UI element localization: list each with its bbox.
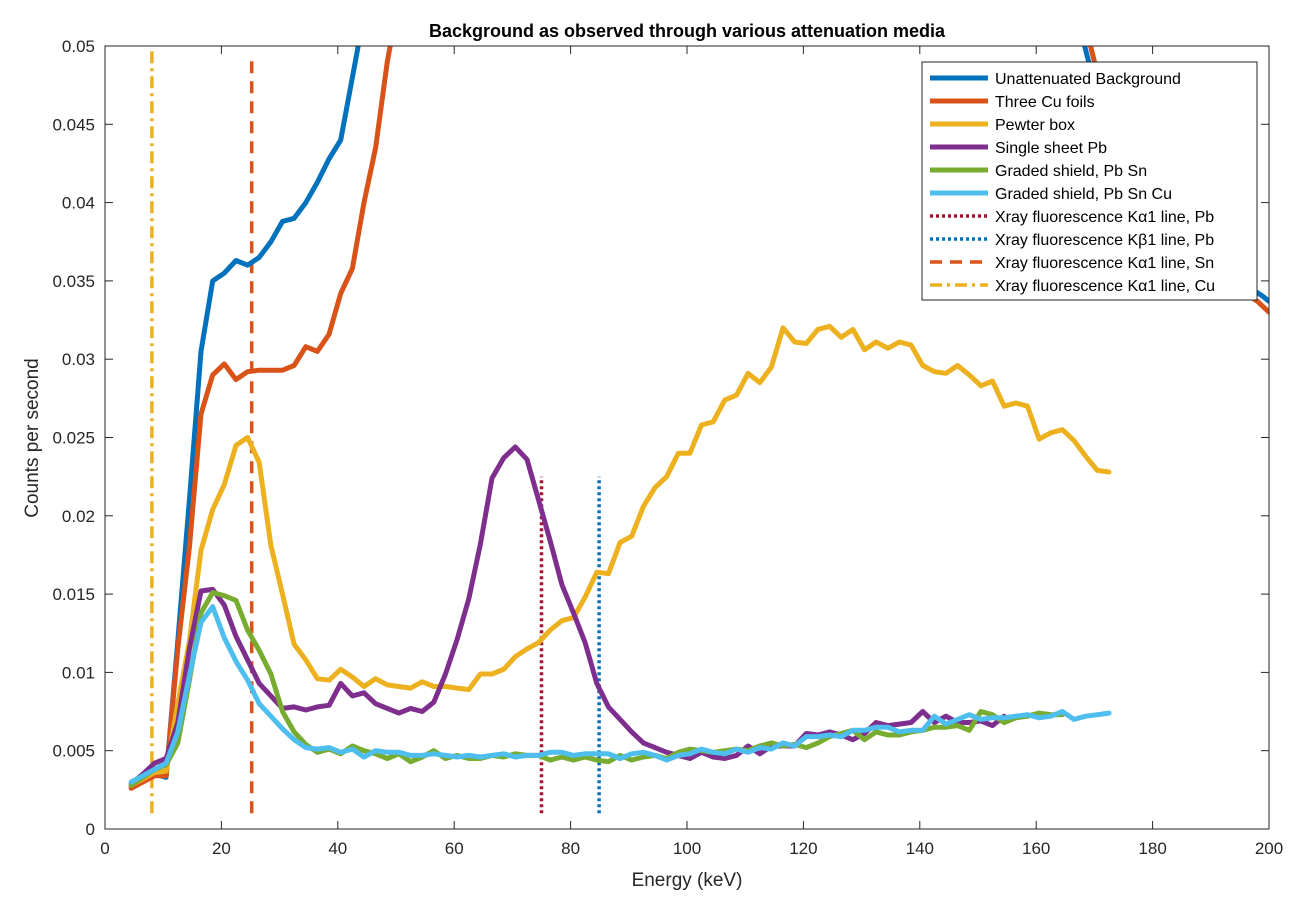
x-tick-label: 60 bbox=[445, 839, 464, 858]
x-tick-label: 80 bbox=[561, 839, 580, 858]
y-tick-label: 0.045 bbox=[52, 115, 95, 134]
y-tick-label: 0.01 bbox=[62, 663, 95, 682]
y-tick-label: 0.05 bbox=[62, 37, 95, 56]
x-tick-label: 180 bbox=[1138, 839, 1166, 858]
x-tick-label: 40 bbox=[328, 839, 347, 858]
legend-label-4: Graded shield, Pb Sn bbox=[995, 163, 1147, 180]
x-tick-label: 140 bbox=[906, 839, 934, 858]
y-tick-label: 0.035 bbox=[52, 272, 95, 291]
x-tick-label: 20 bbox=[212, 839, 231, 858]
legend-label-3: Single sheet Pb bbox=[995, 140, 1107, 157]
legend-label-6: Xray fluorescence Kα1 line, Pb bbox=[995, 209, 1214, 226]
y-tick-label: 0.005 bbox=[52, 742, 95, 761]
tick-layer: 0 20 40 60 80 100 120 140 160 180 200 0 0.005 0.01 0.0… bbox=[52, 37, 1283, 858]
legend-label-1: Three Cu foils bbox=[995, 94, 1095, 111]
legend-label-2: Pewter box bbox=[995, 117, 1075, 134]
legend-label-9: Xray fluorescence Kα1 line, Cu bbox=[995, 278, 1215, 295]
y-tick-label: 0.015 bbox=[52, 585, 95, 604]
legend-label-5: Graded shield, Pb Sn Cu bbox=[995, 186, 1172, 203]
x-tick-label: 100 bbox=[673, 839, 701, 858]
y-tick-label: 0.025 bbox=[52, 429, 95, 448]
y-tick-label: 0.03 bbox=[62, 350, 95, 369]
x-tick-label: 200 bbox=[1255, 839, 1283, 858]
chart-title: Background as observed through various a… bbox=[429, 21, 946, 41]
series-line-2 bbox=[128, 323, 1112, 788]
legend-label-8: Xray fluorescence Kα1 line, Sn bbox=[995, 255, 1214, 272]
legend: Unattenuated Background Three Cu foils Pew… bbox=[921, 61, 1258, 301]
y-tick-label: 0.02 bbox=[62, 507, 95, 526]
x-tick-label: 0 bbox=[100, 839, 109, 858]
x-axis-title: Energy (keV) bbox=[632, 870, 743, 891]
y-tick-label: 0 bbox=[86, 820, 95, 839]
series-line-5 bbox=[128, 604, 1112, 785]
x-tick-label: 120 bbox=[789, 839, 817, 858]
legend-label-7: Xray fluorescence Kβ1 line, Pb bbox=[995, 232, 1214, 249]
y-tick-label: 0.04 bbox=[62, 194, 95, 213]
x-tick-label: 160 bbox=[1022, 839, 1050, 858]
legend-label-0: Unattenuated Background bbox=[995, 71, 1181, 88]
y-axis-title: Counts per second bbox=[22, 358, 43, 518]
